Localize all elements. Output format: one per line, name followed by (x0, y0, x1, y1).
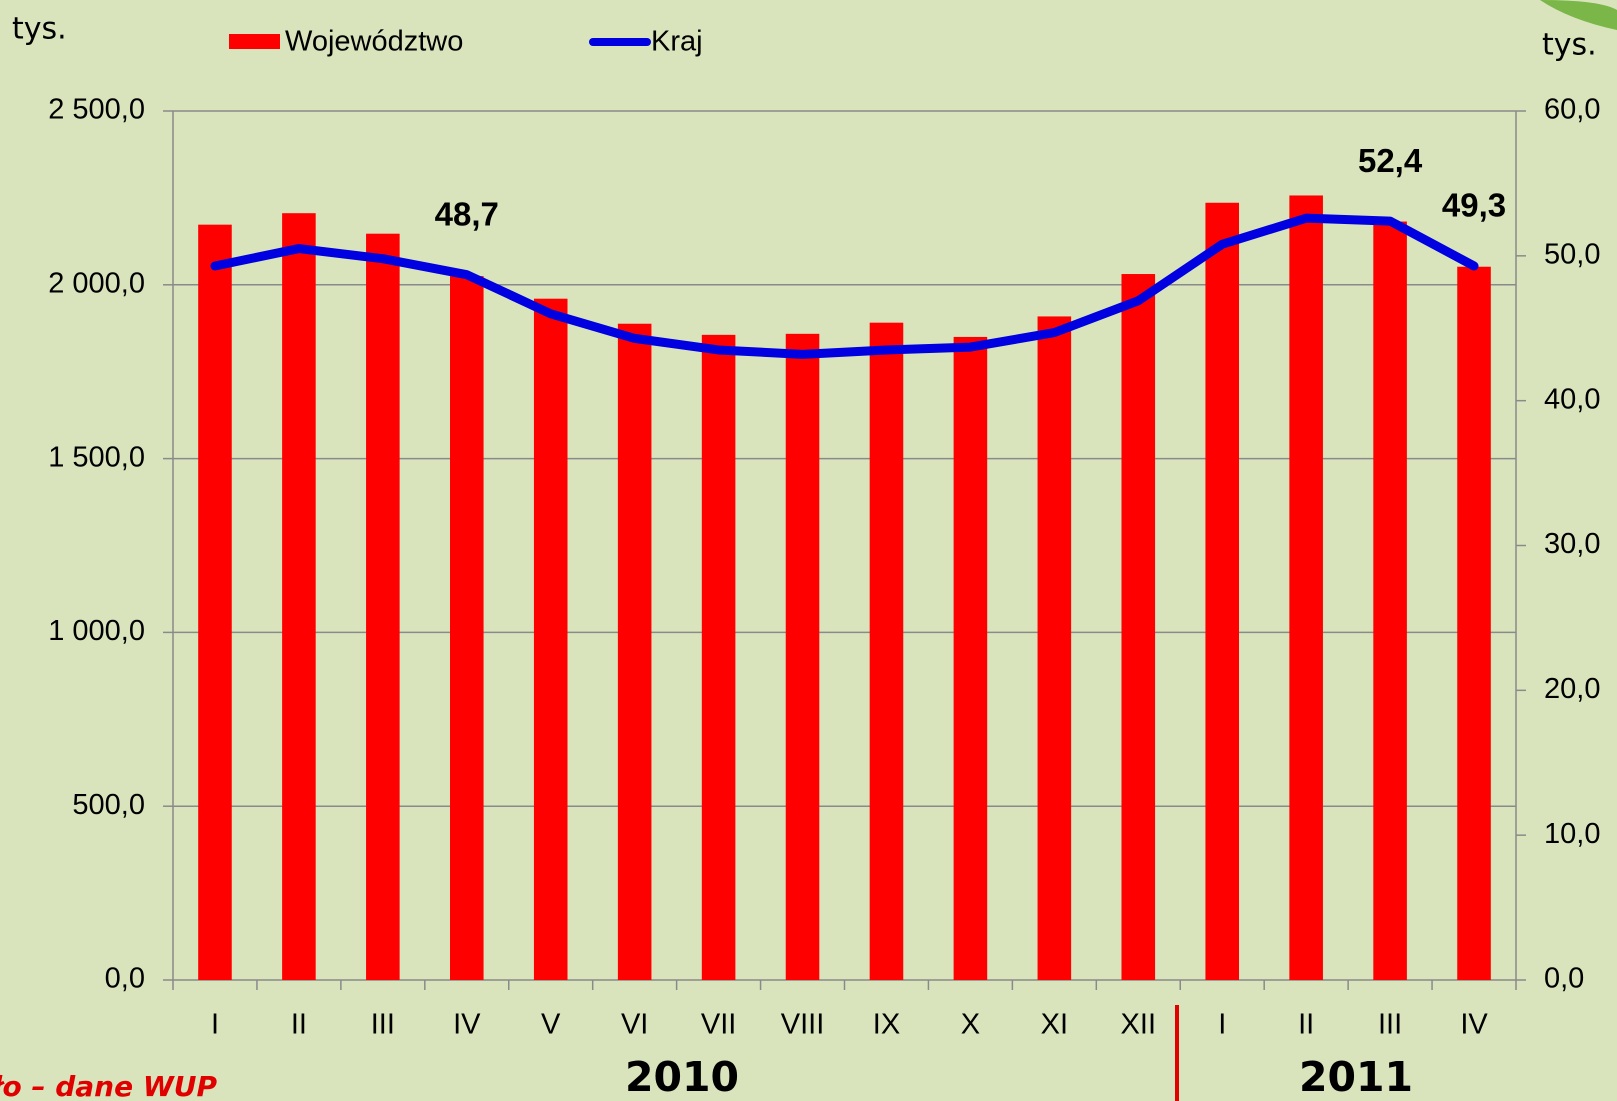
bar (1038, 316, 1072, 980)
y2-tick-label: 20,0 (1544, 673, 1600, 705)
y2-tick-label: 40,0 (1544, 383, 1600, 415)
y-tick-label: 1 500,0 (48, 441, 145, 473)
y2-tick-label: 50,0 (1544, 238, 1600, 270)
bar (198, 225, 232, 980)
y-tick-label: 2 000,0 (48, 267, 145, 299)
y-axis-label: tys. (12, 12, 67, 47)
chart: tys. tys. 2010 2011 ło – dane WUP 0,0 500… (0, 0, 1617, 1101)
bar (870, 323, 904, 980)
x-tick-label: III (371, 1009, 395, 1041)
x-tick-label: II (291, 1009, 307, 1041)
y2-tick-label: 30,0 (1544, 528, 1600, 560)
bar (366, 234, 400, 980)
x-tick-label: IV (1460, 1009, 1488, 1041)
x-tick-label: X (961, 1009, 980, 1041)
bar (702, 335, 736, 980)
bar (618, 324, 652, 980)
bar (1205, 203, 1239, 980)
data-label: 49,3 (1442, 187, 1506, 224)
x-tick-label: VIII (781, 1009, 825, 1041)
y2-tick-label: 10,0 (1544, 818, 1600, 850)
source-note: ło – dane WUP (0, 1070, 217, 1101)
legend-swatch (229, 34, 280, 49)
y2-tick-label: 0,0 (1544, 963, 1584, 995)
bar (450, 276, 484, 980)
x-tick-label: V (541, 1009, 561, 1041)
y-tick-label: 0,0 (105, 963, 145, 995)
x-tick-label: VI (621, 1009, 648, 1041)
x-tick-label: I (1218, 1009, 1226, 1041)
y2-axis-label: tys. (1542, 28, 1597, 63)
line (215, 218, 1474, 354)
year-label: 2010 (625, 1053, 739, 1101)
x-tick-label: IV (453, 1009, 481, 1041)
y2-tick-label: 60,0 (1544, 94, 1600, 126)
x-tick-label: VII (701, 1009, 736, 1041)
data-label: 52,4 (1358, 142, 1423, 179)
legend-label: Kraj (651, 26, 703, 58)
y-tick-label: 500,0 (72, 789, 145, 821)
x-tick-label: III (1378, 1009, 1402, 1041)
year-label: 2011 (1299, 1053, 1413, 1101)
bar (534, 299, 568, 980)
y-tick-label: 2 500,0 (48, 94, 145, 126)
x-tick-label: I (211, 1009, 219, 1041)
legend-label: Województwo (285, 26, 463, 58)
x-tick-label: XI (1041, 1009, 1068, 1041)
x-tick-label: IX (873, 1009, 900, 1041)
data-label: 48,7 (435, 195, 499, 232)
bar (954, 337, 988, 980)
bar (786, 334, 820, 980)
decoration (1540, 0, 1617, 30)
x-tick-label: XII (1121, 1009, 1156, 1041)
bar (1289, 195, 1323, 980)
y-tick-label: 1 000,0 (48, 615, 145, 647)
bar (1373, 222, 1407, 980)
bar (282, 213, 316, 980)
bar (1457, 267, 1491, 980)
bar (1121, 274, 1155, 980)
x-tick-label: II (1298, 1009, 1314, 1041)
